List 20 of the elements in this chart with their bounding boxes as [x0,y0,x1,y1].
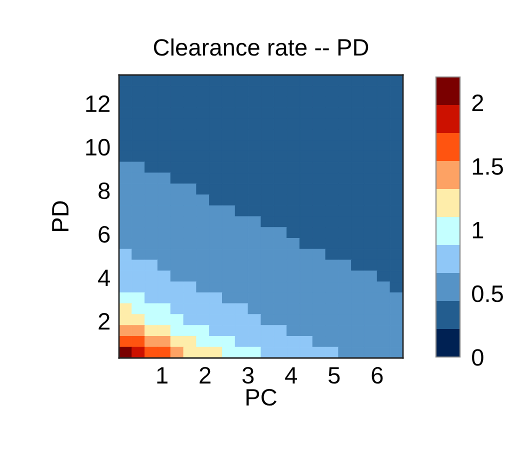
x-tick-label: 2 [200,366,210,384]
x-tick-label: 3 [242,366,254,384]
chart-title: Clearance rate -- PD [154,38,368,56]
color-bar-label: 1.5 [472,158,503,175]
y-tick-label: 10 [86,138,110,156]
y-axis-title: PD [52,201,68,231]
color-bar-label: 0 [472,349,484,366]
x-tick-label: 1 [157,367,168,384]
y-tick-label: 6 [98,226,110,243]
color-bar-label: 2 [472,94,484,112]
color-bar-label: 1 [472,222,484,238]
x-axis-title: PC [246,388,276,406]
y-tick-label: 2 [98,313,110,330]
y-tick-label: 8 [98,182,110,200]
y-tick-label: 4 [98,270,110,286]
x-tick-label: 5 [328,367,340,384]
x-tick-label: 6 [372,366,383,384]
y-tick-label: 12 [86,95,110,112]
color-bar-label: 0.5 [472,285,503,302]
x-tick-label: 4 [285,367,297,384]
